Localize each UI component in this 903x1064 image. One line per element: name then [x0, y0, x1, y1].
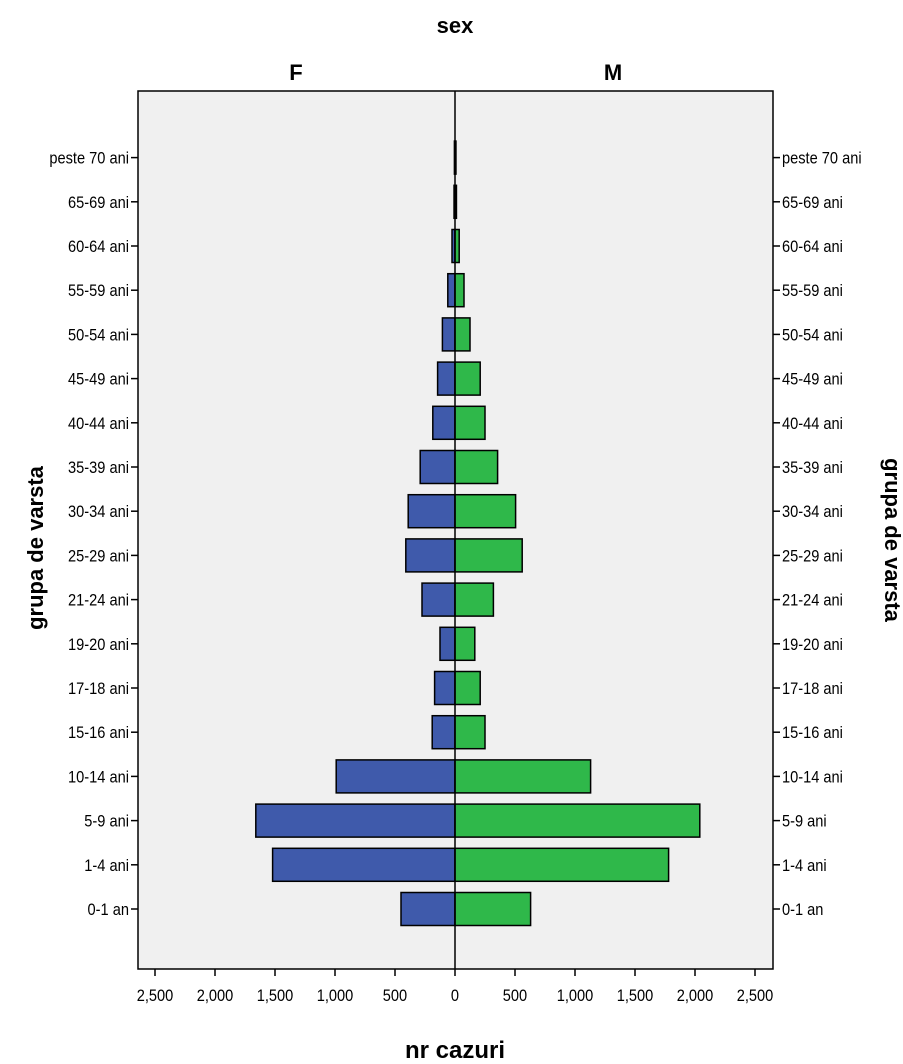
y-ticks-group: 0-1 an 0-1 an 1-4 ani 1-4 ani 5-9 ani 5-9 ani… [49, 150, 861, 920]
y-tick-label-right-6: 19-20 ani [782, 636, 843, 654]
y-tick-label-left-13: 50-54 ani [68, 326, 129, 344]
bar-f-14 [447, 272, 456, 308]
bar-m-4 [454, 714, 486, 750]
bar-f-13 [441, 317, 456, 352]
bar-m-2 [454, 803, 701, 838]
y-tick-label-left-14: 55-59 ani [68, 282, 129, 300]
x-tick-label-8: 1,500 [617, 987, 654, 1005]
y-tick-label-right-14: 55-59 ani [782, 282, 843, 300]
bar-m-1 [454, 847, 670, 883]
bar-f-7 [421, 582, 456, 617]
y-tick-label-left-7: 21-24 ani [68, 592, 129, 610]
y-tick-label-right-1: 1-4 ani [782, 857, 827, 875]
bar-f-3 [335, 759, 456, 794]
y-tick-label-right-16: 65-69 ani [782, 194, 843, 212]
bar-f-5 [433, 670, 456, 706]
x-tick-label-7: 1,000 [557, 987, 594, 1005]
x-axis-label: nr cazuri [405, 1037, 505, 1064]
panel-title: sex [437, 13, 474, 38]
y-tick-label-left-16: 65-69 ani [68, 194, 129, 212]
bar-f-6 [439, 626, 456, 662]
bars-group [255, 140, 701, 927]
y-tick-label-left-9: 30-34 ani [68, 503, 129, 521]
y-tick-label-right-7: 21-24 ani [782, 592, 843, 610]
y-tick-label-right-4: 15-16 ani [782, 724, 843, 742]
bar-m-5 [454, 670, 481, 706]
bar-m-9 [454, 493, 517, 529]
y-tick-label-left-17: peste 70 ani [49, 150, 129, 168]
y-tick-label-right-11: 40-44 ani [782, 415, 843, 433]
x-ticks-group: 2,500 2,000 1,500 1,000 500 0 500 1,000 1,500 2,0… [137, 969, 774, 1005]
bar-f-1 [271, 847, 456, 883]
y-tick-label-right-12: 45-49 ani [782, 371, 843, 389]
y-tick-label-right-17: peste 70 ani [782, 150, 862, 168]
y-tick-label-left-3: 10-14 ani [68, 768, 129, 786]
bar-m-3 [454, 759, 592, 794]
bar-m-10 [454, 449, 499, 485]
bar-m-6 [454, 626, 476, 662]
bar-f-12 [436, 361, 456, 396]
y-tick-label-right-3: 10-14 ani [782, 768, 843, 786]
bar-f-0 [400, 891, 456, 927]
x-tick-label-10: 2,500 [737, 987, 774, 1005]
y-tick-label-right-2: 5-9 ani [782, 813, 827, 831]
y-axis-label-right: grupa de varsta [880, 458, 903, 623]
bar-f-10 [419, 449, 456, 485]
bar-m-14 [454, 272, 465, 308]
y-tick-label-left-8: 25-29 ani [68, 547, 129, 565]
y-tick-label-left-1: 1-4 ani [84, 857, 129, 875]
bar-m-11 [454, 405, 486, 441]
bar-m-8 [454, 538, 523, 573]
y-tick-label-right-5: 17-18 ani [782, 680, 843, 698]
y-tick-label-right-8: 25-29 ani [782, 547, 843, 565]
x-tick-label-5: 0 [451, 987, 459, 1005]
y-tick-label-right-13: 50-54 ani [782, 326, 843, 344]
x-tick-label-1: 2,000 [197, 987, 234, 1005]
x-tick-label-6: 500 [503, 987, 528, 1005]
y-tick-label-left-15: 60-64 ani [68, 238, 129, 256]
panel-label-f: F [289, 60, 302, 85]
y-tick-label-left-6: 19-20 ani [68, 636, 129, 654]
bar-m-12 [454, 361, 481, 396]
bar-m-0 [454, 891, 532, 927]
panel-label-m: M [604, 60, 622, 85]
x-tick-label-3: 1,000 [317, 987, 354, 1005]
y-tick-label-left-4: 15-16 ani [68, 724, 129, 742]
y-tick-label-left-11: 40-44 ani [68, 415, 129, 433]
y-tick-label-left-5: 17-18 ani [68, 680, 129, 698]
x-tick-label-0: 2,500 [137, 987, 174, 1005]
bar-m-13 [454, 317, 471, 352]
x-tick-label-2: 1,500 [257, 987, 294, 1005]
bar-f-2 [255, 803, 456, 838]
y-tick-label-right-9: 30-34 ani [782, 503, 843, 521]
bar-f-11 [432, 405, 456, 441]
x-tick-label-9: 2,000 [677, 987, 714, 1005]
bar-f-9 [407, 493, 456, 529]
bar-f-4 [431, 714, 456, 750]
x-tick-label-4: 500 [383, 987, 408, 1005]
y-tick-label-left-10: 35-39 ani [68, 459, 129, 477]
y-tick-label-left-0: 0-1 an [88, 901, 129, 919]
y-tick-label-left-2: 5-9 ani [84, 813, 129, 831]
bar-m-7 [454, 582, 495, 617]
y-tick-label-right-10: 35-39 ani [782, 459, 843, 477]
bar-f-8 [405, 538, 456, 573]
y-axis-label-left: grupa de varsta [23, 465, 48, 630]
y-tick-label-right-15: 60-64 ani [782, 238, 843, 256]
y-tick-label-right-0: 0-1 an [782, 901, 823, 919]
y-tick-label-left-12: 45-49 ani [68, 371, 129, 389]
